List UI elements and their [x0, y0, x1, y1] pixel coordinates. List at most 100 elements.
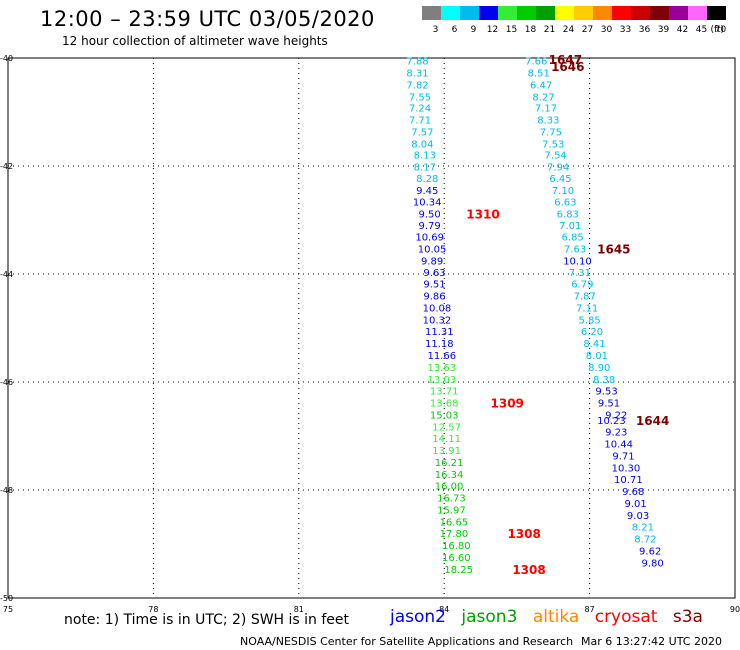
wave-height-value: 7.31: [569, 268, 591, 279]
wave-height-value: 14.11: [432, 434, 461, 445]
wave-height-value: 11.18: [425, 339, 454, 350]
wave-height-value: 8.51: [528, 69, 550, 80]
wave-height-value: 10.44: [604, 440, 633, 451]
lon-tick-label: 78: [148, 605, 158, 614]
colorbar-label: 9: [471, 25, 477, 35]
wave-height-value: 7.71: [409, 116, 431, 127]
wave-height-value: 13.91: [432, 446, 461, 457]
wave-height-value: 6.47: [530, 80, 552, 91]
wave-height-value: 6.79: [571, 280, 593, 291]
colorbar-swatch: [536, 6, 555, 20]
wave-height-value: 13.03: [427, 375, 456, 386]
wave-height-value: 13.63: [427, 363, 456, 374]
wave-height-value: 8.41: [583, 339, 605, 350]
colorbar-swatch: [555, 6, 574, 20]
colorbar-label: 18: [525, 25, 537, 35]
satellite-label-s3a: s3a: [672, 607, 703, 627]
wave-height-value: 16.73: [437, 494, 466, 505]
wave-height-value: 9.80: [641, 558, 663, 569]
colorbar-swatch: [631, 6, 650, 20]
colorbar-swatch: [669, 6, 688, 20]
footer-timestamp: Mar 6 13:27:42 UTC 2020: [581, 635, 722, 648]
colorbar-swatch: [707, 6, 726, 20]
wave-height-value: 9.89: [421, 257, 443, 268]
lat-tick-label: -50: [0, 594, 13, 603]
footer-source: NOAA/NESDIS Center for Satellite Applica…: [240, 635, 574, 648]
colorbar-label: 6: [452, 25, 458, 35]
wave-height-value: 13.71: [430, 387, 459, 398]
wave-height-value: 8.33: [537, 116, 559, 127]
lat-tick-label: -44: [0, 270, 13, 279]
colorbar-label: 21: [544, 25, 555, 35]
wave-height-value: 7.17: [535, 104, 557, 115]
wave-height-value: 7.10: [552, 186, 574, 197]
pass-time-label: 1646: [551, 60, 584, 74]
wave-height-value: 15.03: [430, 410, 459, 421]
satellite-label-jason3: jason3: [461, 607, 518, 627]
colorbar-swatch: [650, 6, 669, 20]
wave-height-value: 8.28: [416, 174, 438, 185]
wave-height-value: 9.51: [423, 280, 445, 291]
wave-height-value: 9.53: [595, 387, 617, 398]
lon-tick-label: 81: [294, 605, 304, 614]
satellite-label-altika: altika: [532, 607, 580, 627]
lon-tick-label: 90: [730, 605, 740, 614]
colorbar-label: 39: [658, 25, 670, 35]
lat-tick-label: -42: [0, 162, 13, 171]
pass-time-label: 1310: [466, 208, 499, 222]
wave-height-value: 9.79: [419, 221, 441, 232]
wave-height-value: 8.72: [634, 535, 656, 546]
colorbar-swatch: [517, 6, 536, 20]
colorbar-swatch: [688, 6, 707, 20]
satellite-label-jason2: jason2: [390, 607, 446, 627]
colorbar-swatch: [422, 6, 441, 20]
wave-height-value: 16.21: [435, 458, 464, 469]
wave-height-value: 11.66: [427, 351, 456, 362]
wave-height-value: 7.55: [409, 92, 431, 103]
wave-height-value: 9.68: [622, 487, 644, 498]
colorbar-label: 15: [506, 25, 517, 35]
wave-height-value: 10.32: [423, 315, 452, 326]
wave-height-value: 11.31: [425, 327, 454, 338]
wave-height-value: 16.65: [440, 517, 469, 528]
colorbar-label: 27: [582, 25, 593, 35]
wave-height-value: 7.57: [411, 127, 433, 138]
wave-height-value: 6.20: [581, 327, 603, 338]
wave-height-value: 16.00: [435, 482, 464, 493]
wave-height-value: 8.38: [593, 375, 615, 386]
wave-height-value: 7.94: [547, 163, 569, 174]
wave-height-value: 8.17: [414, 163, 436, 174]
wave-height-value: 9.86: [423, 292, 445, 303]
wave-height-value: 8.13: [414, 151, 436, 162]
wave-height-value: 7.24: [409, 104, 431, 115]
wave-height-value: 8.27: [532, 92, 554, 103]
colorbar-label: 30: [601, 25, 613, 35]
wave-height-value: 8.21: [632, 523, 654, 534]
satellite-legend: jason2 jason3 altika cryosat s3a: [390, 607, 713, 627]
wave-height-value: 7.11: [576, 303, 598, 314]
colorbar-swatch: [498, 6, 517, 20]
colorbar-label: 42: [677, 25, 688, 35]
wave-height-value: 6.45: [549, 174, 571, 185]
wave-height-value: 10.08: [423, 303, 452, 314]
lat-tick-label: -48: [0, 486, 13, 495]
map-title: 12:00 – 23:59 UTC 03/05/2020: [40, 7, 375, 31]
colorbar-label: 45: [696, 25, 707, 35]
pass-time-label: 1308: [507, 527, 540, 541]
wave-height-value: 9.50: [419, 210, 441, 221]
satellite-label-cryosat: cryosat: [594, 607, 658, 627]
wave-height-value: 7.63: [564, 245, 586, 256]
pass-time-label: 1645: [597, 243, 630, 257]
wave-height-value: 9.63: [423, 268, 445, 279]
wave-height-value: 10.10: [563, 257, 592, 268]
wave-height-value: 9.71: [612, 451, 634, 462]
wave-height-value: 7.82: [406, 80, 428, 91]
colorbar-swatch: [593, 6, 612, 20]
wave-height-value: 8.01: [586, 351, 608, 362]
wave-height-value: 10.30: [612, 463, 641, 474]
colorbar-swatch: [460, 6, 479, 20]
colorbar-swatch: [441, 6, 460, 20]
colorbar-swatch: [479, 6, 498, 20]
colorbar-label: 33: [620, 25, 631, 35]
colorbar-label: 3: [433, 25, 439, 35]
